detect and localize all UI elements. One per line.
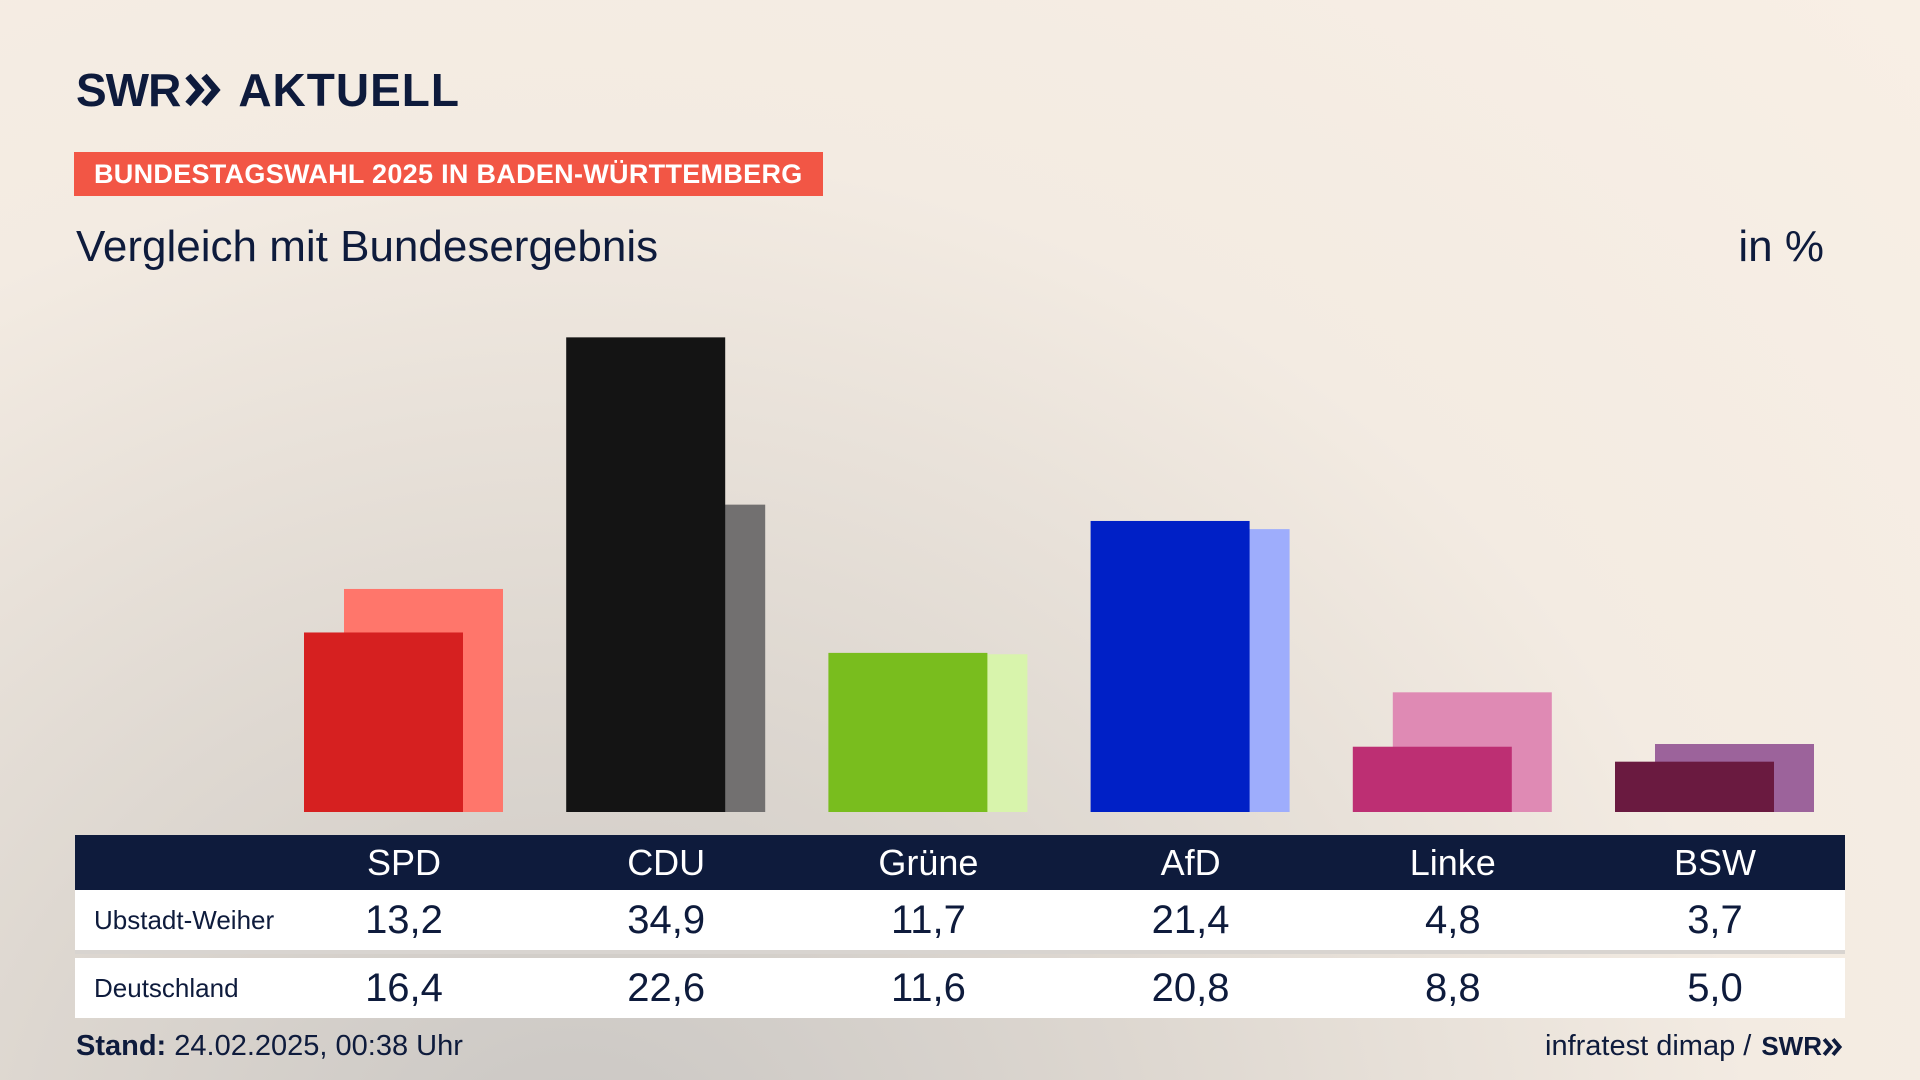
bar-cdu-ubstadt-weiher — [566, 337, 726, 812]
bar-spd-ubstadt-weiher — [304, 632, 463, 812]
value-cell: 3,7 — [1687, 897, 1743, 942]
value-cell: 4,8 — [1424, 897, 1481, 942]
source-credit: infratest dimap / SWR — [1545, 1030, 1844, 1063]
double-chevron-icon — [1822, 1037, 1843, 1056]
stand-label: Stand: — [76, 1030, 167, 1062]
value-cell: 11,6 — [890, 965, 966, 1010]
value-cell: 13,2 — [365, 897, 443, 942]
election-banner: BUNDESTAGSWAHL 2025 IN BADEN-WÜRTTEMBERG — [74, 152, 823, 196]
row-label: Ubstadt-Weiher — [94, 904, 275, 935]
source-text: infratest dimap / — [1545, 1030, 1752, 1062]
bar-bsw-ubstadt-weiher — [1615, 761, 1774, 812]
bar-chart — [304, 337, 1814, 812]
source-logo: SWR — [1761, 1031, 1822, 1061]
swr-aktuell-logo: SWR AKTUELL — [76, 62, 460, 118]
stand-value: 24.02.2025, 00:38 Uhr — [174, 1030, 463, 1062]
value-cell: 11,7 — [890, 897, 966, 942]
unit-label: in % — [1738, 222, 1824, 271]
logo-swr-text: SWR — [76, 64, 181, 116]
column-header-bsw: BSW — [1673, 841, 1756, 883]
value-cell: 20,8 — [1151, 965, 1230, 1010]
value-cell: 21,4 — [1151, 897, 1230, 942]
column-header-cdu: CDU — [627, 841, 706, 883]
value-cell: 5,0 — [1687, 965, 1743, 1010]
value-cell: 22,6 — [627, 965, 706, 1010]
bar-grüne-ubstadt-weiher — [828, 652, 988, 812]
value-cell: 8,8 — [1424, 965, 1481, 1010]
chart-subtitle: Vergleich mit Bundesergebnis — [76, 222, 659, 271]
value-cell: 34,9 — [627, 897, 706, 942]
column-header-linke: Linke — [1409, 841, 1496, 883]
column-header-afd: AfD — [1160, 841, 1221, 883]
timestamp: Stand: 24.02.2025, 00:38 Uhr — [76, 1030, 463, 1063]
double-chevron-icon — [185, 73, 221, 107]
bar-linke-ubstadt-weiher — [1352, 746, 1512, 812]
value-cell: 16,4 — [365, 965, 443, 1010]
results-table: SPD CDU Grüne AfD Linke BSW Ubstadt-Weiher 13… — [75, 835, 1845, 1018]
table-header-row: SPD CDU Grüne AfD Linke BSW — [75, 835, 1845, 890]
table-row: Deutschland 16,4 22,6 11,6 20,8 8,8 5,0 — [75, 958, 1845, 1018]
row-label: Deutschland — [94, 972, 239, 1003]
table-row: Ubstadt-Weiher 13,2 34,9 11,7 21,4 4,8 3,7 — [75, 890, 1845, 954]
column-header-spd: SPD — [366, 841, 442, 883]
logo-aktuell-text: AKTUELL — [238, 64, 460, 116]
bar-afd-ubstadt-weiher — [1090, 520, 1250, 812]
column-header-grüne: Grüne — [878, 841, 979, 883]
